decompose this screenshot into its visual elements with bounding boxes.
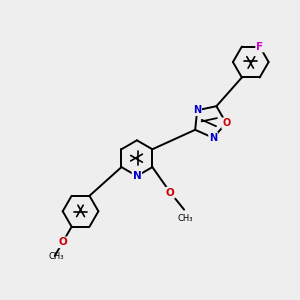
Text: N: N [133,171,141,181]
Text: F: F [256,42,263,52]
Text: O: O [58,237,67,247]
Text: CH₃: CH₃ [177,214,193,223]
Text: N: N [209,133,217,143]
Text: O: O [166,188,175,198]
Text: O: O [222,118,230,128]
Text: CH₃: CH₃ [49,252,64,261]
Text: N: N [193,105,201,115]
